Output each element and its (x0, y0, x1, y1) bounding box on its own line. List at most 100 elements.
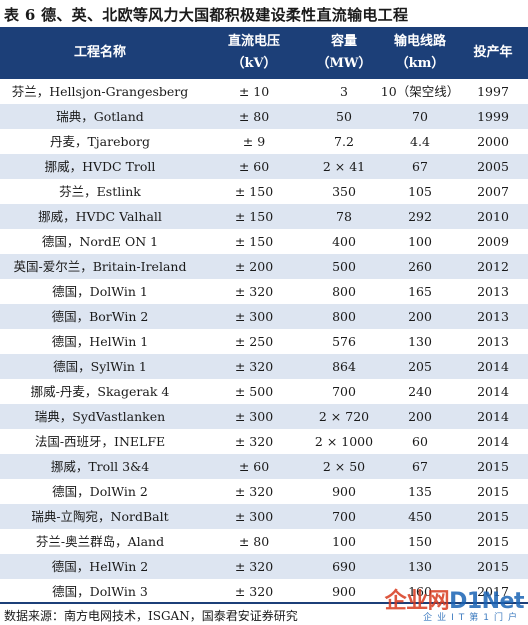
cell-capacity: 400 (332, 234, 356, 249)
cell-year: 2015 (477, 559, 509, 574)
cell-capacity: 2 × 1000 (314, 434, 374, 449)
cell-capacity: 78 (336, 209, 352, 224)
table-row: 挪威，HVDC Valhall ± 150 78 292 2010 (0, 204, 528, 229)
cell-year: 2007 (477, 184, 509, 199)
table-row: 德国，NordE ON 1 ± 150 400 100 2009 (0, 229, 528, 254)
cell-capacity: 800 (332, 284, 356, 299)
cell-voltage: ± 60 (238, 459, 270, 474)
header-year-label: 投产年 (473, 45, 513, 60)
cell-voltage: ± 320 (234, 359, 274, 374)
cell-voltage: ± 500 (234, 384, 274, 399)
cell-line: 70 (412, 109, 428, 124)
cell-year: 2014 (477, 434, 509, 449)
cell-project-name: 英国-爱尔兰，Britain-Ireland (13, 259, 187, 274)
cell-capacity: 900 (332, 484, 356, 499)
cell-capacity: 500 (332, 259, 356, 274)
cell-year: 1997 (477, 84, 509, 99)
cell-project-name: 德国，DolWin 3 (52, 584, 148, 599)
cell-line: 60 (412, 434, 428, 449)
table-row: 挪威-丹麦，Skagerak 4 ± 500 700 240 2014 (0, 379, 528, 404)
table-row: 瑞典，Gotland ± 80 50 70 1999 (0, 104, 528, 129)
cell-line: 205 (408, 359, 432, 374)
cell-project-name: 德国，HelWin 2 (51, 559, 149, 574)
table-row: 德国，DolWin 1 ± 320 800 165 2013 (0, 279, 528, 304)
cell-project-name: 挪威，HVDC Valhall (38, 209, 162, 224)
cell-capacity: 690 (332, 559, 356, 574)
cell-capacity: 2 × 41 (322, 159, 366, 174)
cell-project-name: 瑞典，SydVastlanken (34, 409, 166, 424)
cell-line: 200 (408, 309, 432, 324)
cell-project-name: 瑞典，Gotland (56, 109, 144, 124)
header-capacity-label: 容量 (330, 34, 357, 49)
cell-capacity: 2 × 50 (322, 459, 366, 474)
cell-voltage: ± 80 (238, 534, 270, 549)
cell-project-name: 挪威，Troll 3&4 (50, 459, 150, 474)
header-voltage-unit: （kV） (231, 56, 277, 71)
table-bottom-rule (0, 602, 528, 604)
cell-line: 130 (408, 334, 432, 349)
cell-year: 2000 (477, 134, 509, 149)
cell-project-name: 德国，BorWin 2 (51, 309, 149, 324)
table-row: 芬兰，Hellsjon-Grangesberg ± 10 3 10（架空线） 1997 (0, 79, 528, 104)
cell-year: 2015 (477, 534, 509, 549)
cell-capacity: 2 × 720 (318, 409, 370, 424)
table-row: 挪威，Troll 3&4 ± 60 2 × 50 67 2015 (0, 454, 528, 479)
cell-line: 240 (408, 384, 432, 399)
table-row: 德国，DolWin 2 ± 320 900 135 2015 (0, 479, 528, 504)
cell-voltage: ± 80 (238, 109, 270, 124)
table-row: 德国，DolWin 3 ± 320 900 160 2017 (0, 579, 528, 604)
table-row: 瑞典，SydVastlanken ± 300 2 × 720 200 2014 (0, 404, 528, 429)
cell-year: 2017 (477, 584, 509, 599)
cell-line: 67 (412, 159, 428, 174)
cell-voltage: ± 200 (234, 259, 274, 274)
cell-project-name: 挪威，HVDC Troll (44, 159, 156, 174)
table-row: 德国，SylWin 1 ± 320 864 205 2014 (0, 354, 528, 379)
cell-project-name: 法国-西班牙，INELFE (34, 434, 166, 449)
cell-line: 200 (408, 409, 432, 424)
source-note: 数据来源：南方电网技术，ISGAN，国泰君安证券研究 (4, 609, 298, 623)
cell-year: 2009 (477, 234, 509, 249)
header-line-unit: （km） (395, 56, 445, 71)
cell-capacity: 800 (332, 309, 356, 324)
table-row: 瑞典-立陶宛，NordBalt ± 300 700 450 2015 (0, 504, 528, 529)
cell-year: 2013 (477, 284, 509, 299)
cell-capacity: 3 (340, 84, 348, 99)
cell-capacity: 700 (332, 509, 356, 524)
cell-voltage: ± 60 (238, 159, 270, 174)
cell-year: 2013 (477, 334, 509, 349)
cell-voltage: ± 300 (234, 409, 274, 424)
cell-voltage: ± 300 (234, 309, 274, 324)
cell-project-name: 德国，DolWin 1 (52, 284, 148, 299)
cell-voltage: ± 320 (234, 484, 274, 499)
table-row: 挪威，HVDC Troll ± 60 2 × 41 67 2005 (0, 154, 528, 179)
cell-line: 10（架空线） (380, 84, 460, 99)
cell-voltage: ± 320 (234, 284, 274, 299)
cell-project-name: 挪威-丹麦，Skagerak 4 (30, 384, 170, 399)
cell-year: 2005 (477, 159, 509, 174)
header-capacity-unit: （MW） (316, 56, 372, 71)
cell-project-name: 芬兰，Estlink (59, 184, 141, 199)
cell-voltage: ± 320 (234, 434, 274, 449)
table-row: 芬兰，Estlink ± 150 350 105 2007 (0, 179, 528, 204)
cell-line: 150 (408, 534, 432, 549)
cell-year: 2015 (477, 484, 509, 499)
cell-capacity: 576 (332, 334, 356, 349)
cell-voltage: ± 320 (234, 584, 274, 599)
cell-project-name: 芬兰-奥兰群岛，Aland (35, 534, 165, 549)
cell-year: 2014 (477, 409, 509, 424)
cell-voltage: ± 150 (234, 234, 274, 249)
table-row: 英国-爱尔兰，Britain-Ireland ± 200 500 260 2012 (0, 254, 528, 279)
cell-voltage: ± 10 (238, 84, 270, 99)
cell-voltage: ± 320 (234, 559, 274, 574)
cell-capacity: 900 (332, 584, 356, 599)
cell-line: 292 (408, 209, 432, 224)
cell-line: 67 (412, 459, 428, 474)
cell-voltage: ± 9 (242, 134, 266, 149)
cell-year: 2010 (477, 209, 509, 224)
header-project-name-label: 工程名称 (73, 45, 126, 60)
cell-line: 130 (408, 559, 432, 574)
cell-year: 2014 (477, 359, 509, 374)
cell-year: 2012 (477, 259, 509, 274)
header-project-name: 工程名称 (0, 27, 200, 79)
cell-capacity: 700 (332, 384, 356, 399)
